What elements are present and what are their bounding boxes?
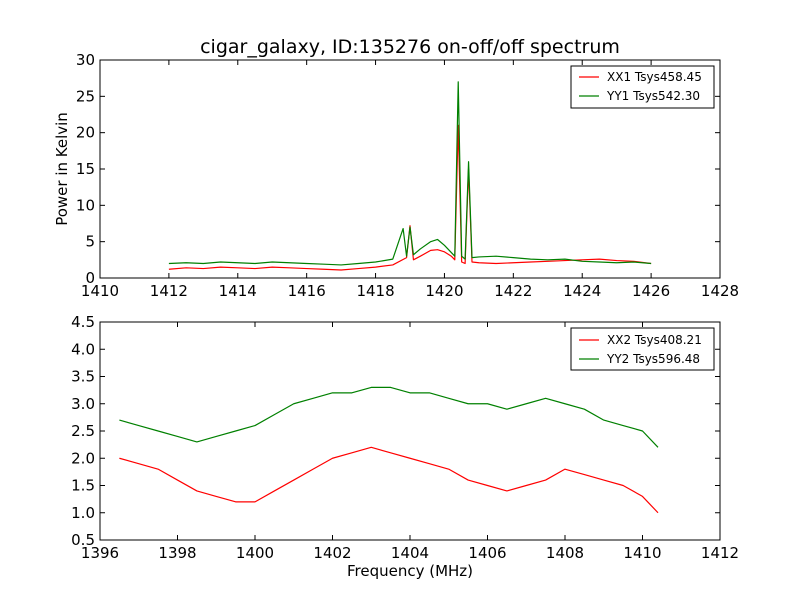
bottom-x-tick-label: 1396	[81, 544, 119, 562]
top-chart-title: cigar_galaxy, ID:135276 on-off/off spect…	[200, 36, 620, 58]
top-y-tick-label: 25	[76, 87, 95, 105]
top-tick-group: 1410 1412 1414 1416 1418 1420 1422 1424 1426 1428…	[76, 51, 739, 300]
top-x-tick-label: 1420	[425, 282, 463, 300]
bottom-x-tick-label: 1398	[158, 544, 196, 562]
bottom-series-line-1	[119, 386, 659, 448]
top-legend-label-xx1: XX1 Tsys458.45	[607, 70, 702, 84]
top-x-tick-label: 1414	[219, 282, 257, 300]
bottom-x-tick-label: 1402	[313, 544, 351, 562]
top-y-tick-label: 10	[76, 196, 95, 214]
top-y-tick-label: 0	[85, 269, 95, 287]
bottom-legend-label-yy2: YY2 Tsys596.48	[606, 352, 700, 366]
bottom-x-tick-label: 1400	[236, 544, 274, 562]
top-x-tick-label: 1424	[563, 282, 601, 300]
top-x-tick-label: 1428	[701, 282, 739, 300]
bottom-series-line-0	[119, 446, 659, 514]
top-legend-label-yy1: YY1 Tsys542.30	[606, 89, 700, 103]
bottom-y-tick-label: 1.0	[71, 504, 95, 522]
top-x-tick-label: 1416	[288, 282, 326, 300]
bottom-chart-x-axis-label: Frequency (MHz)	[347, 562, 473, 580]
top-chart: cigar_galaxy, ID:135276 on-off/off spect…	[53, 36, 739, 300]
bottom-series-group	[119, 386, 659, 514]
bottom-chart: 1396 1398 1400 1402 1404 1406 1408 1410 1412 0.5 1…	[71, 313, 739, 580]
bottom-y-tick-label: 3.5	[71, 368, 95, 386]
top-series-group	[168, 81, 652, 271]
top-series-line-1	[168, 81, 652, 266]
top-y-tick-label: 30	[76, 51, 95, 69]
bottom-x-tick-label: 1406	[468, 544, 506, 562]
bottom-legend-label-xx2: XX2 Tsys408.21	[607, 333, 702, 347]
top-y-tick-label: 15	[76, 160, 95, 178]
bottom-y-tick-label: 4.0	[71, 340, 95, 358]
bottom-y-tick-label: 3.0	[71, 395, 95, 413]
top-legend: XX1 Tsys458.45 YY1 Tsys542.30	[570, 65, 715, 109]
bottom-x-tick-label: 1408	[546, 544, 584, 562]
bottom-legend: XX2 Tsys408.21 YY2 Tsys596.48	[570, 327, 715, 371]
bottom-x-tick-label: 1412	[701, 544, 739, 562]
top-x-tick-label: 1426	[632, 282, 670, 300]
bottom-legend-box	[570, 327, 715, 371]
bottom-y-tick-label: 0.5	[71, 531, 95, 549]
top-series-line-0	[168, 124, 652, 271]
bottom-y-tick-label: 4.5	[71, 313, 95, 331]
bottom-y-tick-label: 1.5	[71, 477, 95, 495]
top-chart-y-axis-label: Power in Kelvin	[53, 112, 71, 226]
bottom-tick-group: 1396 1398 1400 1402 1404 1406 1408 1410 1412 0.5 1…	[71, 313, 739, 562]
top-y-tick-label: 5	[85, 233, 95, 251]
top-x-tick-label: 1410	[81, 282, 119, 300]
bottom-y-tick-label: 2.5	[71, 422, 95, 440]
top-y-tick-label: 20	[76, 124, 95, 142]
top-x-tick-label: 1412	[150, 282, 188, 300]
bottom-x-tick-label: 1410	[623, 544, 661, 562]
bottom-x-tick-label: 1404	[391, 544, 429, 562]
top-legend-box	[570, 65, 715, 109]
top-x-tick-label: 1422	[494, 282, 532, 300]
bottom-y-tick-label: 2.0	[71, 449, 95, 467]
top-x-tick-label: 1418	[356, 282, 394, 300]
